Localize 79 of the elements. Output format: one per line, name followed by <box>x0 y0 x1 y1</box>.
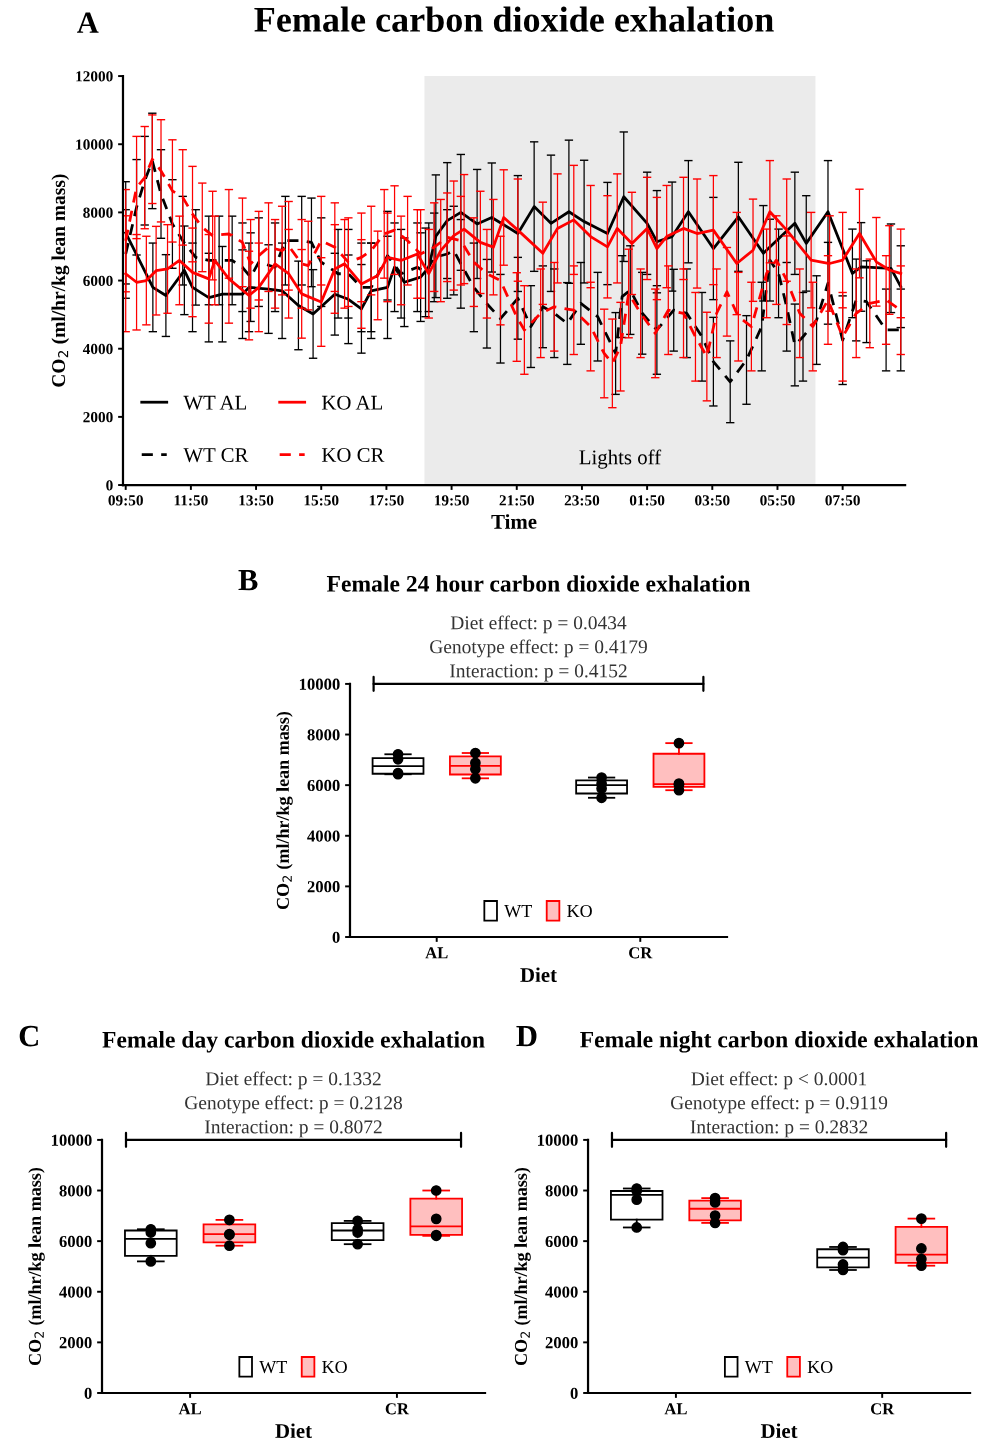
x-tick-label: AL <box>178 1403 201 1415</box>
band-label: Lights off <box>579 449 662 469</box>
legend-label: KO CR <box>321 448 385 463</box>
text: Genotype effect: p = 0.4179 <box>430 639 647 658</box>
y-tick-label: 2000 <box>59 1337 92 1349</box>
x-tick-label: 17:50 <box>369 495 404 506</box>
legend-label: WT CR <box>183 448 249 463</box>
text: C <box>19 1025 38 1047</box>
y-tick-label: 0 <box>332 931 340 943</box>
y-axis-title: CO$_{2}$ (ml/hr/kg lean mass) <box>514 1167 531 1366</box>
y-tick-label: 10000 <box>299 678 340 690</box>
y-tick-label: 4000 <box>59 1286 92 1298</box>
x-axis-title: Diet <box>760 1423 798 1438</box>
x-tick-label: 07:50 <box>825 495 860 506</box>
y-tick-label: 8000 <box>307 729 340 741</box>
y-axis-title: CO$_{2}$ (ml/hr/kg lean mass) <box>28 1167 45 1366</box>
x-axis-title: Diet <box>275 1423 312 1438</box>
text: Genotype effect: p = 0.2128 <box>185 1095 403 1114</box>
x-tick-label: AL <box>664 1403 687 1415</box>
x-tick-label: CR <box>870 1403 895 1415</box>
x-tick-label: 15:50 <box>304 495 339 506</box>
legend-label: KO AL <box>321 395 383 410</box>
text: Diet effect: p = 0.0434 <box>450 615 627 634</box>
x-axis-title: Time <box>491 514 537 529</box>
y-tick-label: 10000 <box>76 139 113 150</box>
text: Interaction: p = 0.8072 <box>205 1120 382 1138</box>
y-tick-label: 0 <box>106 480 113 491</box>
y-tick-label: 8000 <box>545 1185 578 1197</box>
x-tick-label: CR <box>385 1403 410 1415</box>
chart-title: Female day carbon dioxide exhalation <box>102 1031 485 1053</box>
x-tick-label: 09:50 <box>108 495 143 506</box>
y-tick-label: 8000 <box>59 1185 92 1197</box>
x-tick-label: 03:50 <box>695 495 730 506</box>
x-tick-label: 21:50 <box>499 495 534 506</box>
legend-label: KO <box>322 1360 347 1374</box>
x-tick-label: 13:50 <box>239 495 274 506</box>
chart-title: Female carbon dioxide exhalation <box>254 6 774 32</box>
text: D <box>516 1026 537 1047</box>
y-tick-label: 6000 <box>83 275 113 286</box>
x-tick-label: AL <box>425 947 448 959</box>
chart-title: Female 24 hour carbon dioxide exhalation <box>326 575 751 592</box>
text: Interaction: p = 0.4152 <box>450 664 627 682</box>
text: Diet effect: p < 0.0001 <box>691 1071 867 1090</box>
y-tick-label: 4000 <box>307 830 340 842</box>
chart-title: Female night carbon dioxide exhalation <box>580 1030 979 1053</box>
x-tick-label: 23:50 <box>564 495 600 506</box>
x-tick-label: 19:50 <box>434 495 469 506</box>
legend-label: WT <box>504 905 532 918</box>
y-tick-label: 6000 <box>307 779 340 792</box>
y-axis-title: CO$_{2}$ (ml/hr/kg lean mass) <box>51 174 70 387</box>
text: Diet effect: p = 0.1332 <box>205 1071 381 1090</box>
y-tick-label: 2000 <box>83 412 113 423</box>
text: B <box>238 570 258 591</box>
y-axis-title: CO$_{2}$ (ml/hr/kg lean mass) <box>276 711 293 910</box>
y-tick-label: 2000 <box>307 881 340 893</box>
y-tick-label: 6000 <box>59 1235 92 1248</box>
y-tick-label: 0 <box>570 1387 578 1399</box>
y-tick-label: 10000 <box>51 1134 92 1146</box>
x-tick-label: CR <box>629 947 653 959</box>
y-tick-label: 8000 <box>83 207 113 218</box>
legend-label: WT <box>259 1361 287 1374</box>
y-tick-label: 6000 <box>545 1235 578 1248</box>
x-tick-label: 11:50 <box>174 495 208 506</box>
y-tick-label: 2000 <box>545 1337 578 1349</box>
y-tick-label: 12000 <box>76 71 113 82</box>
text: Genotype effect: p = 0.9119 <box>670 1095 888 1114</box>
x-tick-label: 01:50 <box>629 495 665 506</box>
y-tick-label: 10000 <box>537 1134 578 1146</box>
y-tick-label: 4000 <box>82 343 113 355</box>
x-axis-title: Diet <box>520 967 557 983</box>
legend-label: WT AL <box>183 395 247 410</box>
y-tick-label: 0 <box>84 1387 92 1399</box>
x-tick-label: 05:50 <box>760 495 795 506</box>
text: A <box>77 12 99 33</box>
legend-label: WT <box>744 1361 773 1374</box>
text: Interaction: p = 0.2832 <box>690 1120 868 1138</box>
legend-label: KO <box>567 904 592 918</box>
legend-label: KO <box>807 1360 833 1374</box>
y-tick-label: 4000 <box>545 1286 578 1298</box>
